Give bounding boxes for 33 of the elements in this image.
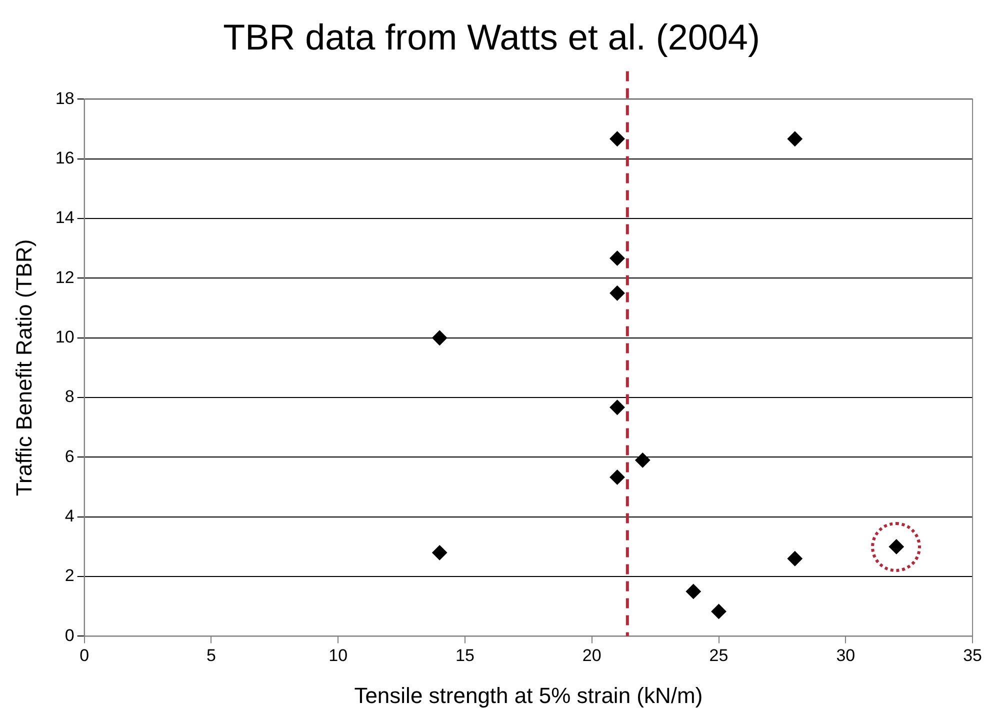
x-tick-label: 20: [582, 646, 602, 666]
point: [432, 330, 448, 346]
y-tick-label: 16: [55, 148, 74, 168]
point: [635, 452, 650, 468]
x-tick-label: 5: [206, 646, 216, 666]
x-tick-label: 0: [80, 646, 90, 666]
x-tick-label: 30: [836, 646, 856, 666]
x-tick-label: 10: [328, 646, 348, 666]
y-tick-label: 18: [55, 88, 74, 108]
point: [787, 551, 802, 566]
point: [686, 584, 701, 599]
point: [787, 131, 802, 146]
point: [610, 470, 625, 485]
chart-title: TBR data from Watts et al. (2004): [223, 16, 760, 58]
y-tick-label: 6: [64, 446, 74, 466]
point: [711, 604, 726, 619]
y-axis-title: Traffic Benefit Ratio (TBR): [11, 239, 36, 496]
x-axis-title: Tensile strength at 5% strain (kN/m): [354, 682, 703, 708]
x-tick-label: 25: [709, 646, 728, 666]
y-tick-label: 10: [55, 328, 74, 347]
point: [610, 286, 625, 301]
point: [432, 545, 448, 560]
y-tick-label: 0: [64, 626, 74, 645]
x-tick-label: 35: [963, 646, 982, 666]
point: [610, 131, 625, 146]
y-tick-label: 4: [64, 506, 74, 526]
y-tick-label: 12: [55, 268, 74, 287]
x-tick-label: 15: [456, 646, 474, 666]
point: [610, 400, 625, 415]
y-tick-label: 2: [64, 566, 74, 586]
y-tick-label: 8: [64, 387, 74, 406]
y-tick-label: 14: [55, 208, 74, 228]
point: [610, 250, 625, 266]
